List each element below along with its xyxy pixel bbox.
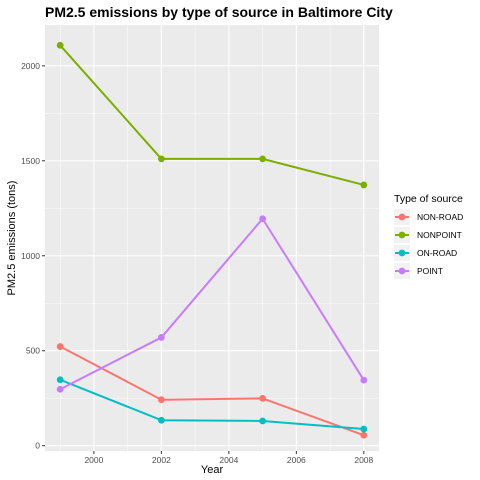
y-axis-title: PM2.5 emissions (tons) [6,181,18,296]
legend-item-nonpoint: NONPOINT [394,227,462,243]
legend-key-point [398,249,406,257]
y-axis: 0 500 1000 1500 2000 [21,61,45,451]
legend-key-point [398,231,406,239]
data-point-point [56,385,64,393]
y-tick-label: 1500 [21,156,40,166]
data-point-non-road [157,396,165,404]
data-point-nonpoint [56,41,64,49]
x-tick-label: 2002 [152,455,171,465]
series-line-point [59,217,365,391]
data-point-on-road [360,425,368,433]
y-tick-label: 500 [26,346,40,356]
legend-label: POINT [417,266,443,276]
legend-item-point: POINT [394,263,443,279]
data-point-nonpoint [157,155,165,163]
data-point-on-road [56,376,64,384]
legend-label: ON-ROAD [417,248,457,258]
data-point-nonpoint [259,155,267,163]
series-line-on-road [59,378,364,430]
legend-label: NONPOINT [417,230,462,240]
legend-title: Type of source [394,193,463,205]
data-point-nonpoint [360,181,368,189]
series-line-nonpoint [59,44,365,186]
legend-label: NON-ROAD [417,212,463,222]
y-tick-label: 2000 [21,61,40,71]
data-point-non-road [360,431,368,439]
legend: Type of source NON-ROAD NONPOINT ON-ROAD PO… [394,193,463,279]
chart-title: PM2.5 emissions by type of source in Bal… [45,4,393,20]
data-point-non-road [56,343,64,350]
x-tick-label: 2004 [219,455,238,465]
y-tick-label: 1000 [21,251,40,261]
x-axis-title: Year [201,464,224,476]
x-tick-label: 2008 [354,455,373,465]
data-point-point [259,215,267,223]
x-tick-label: 2000 [84,455,103,465]
data-point-point [157,334,165,341]
series-line-non-road [59,345,365,437]
data-point-point [360,376,368,384]
legend-key-point [398,213,406,221]
x-axis: 2000 2002 2004 2006 2008 [84,451,374,465]
data-point-on-road [259,417,267,425]
series-points [56,41,368,439]
plot-panel [45,25,379,451]
x-tick-label: 2006 [287,455,306,465]
legend-item-non-road: NON-ROAD [394,209,463,225]
series-lines [59,44,365,437]
legend-item-on-road: ON-ROAD [394,245,457,261]
y-tick-label: 0 [35,441,40,451]
data-point-on-road [157,416,165,424]
legend-key-point [398,267,406,275]
data-point-non-road [259,394,267,402]
